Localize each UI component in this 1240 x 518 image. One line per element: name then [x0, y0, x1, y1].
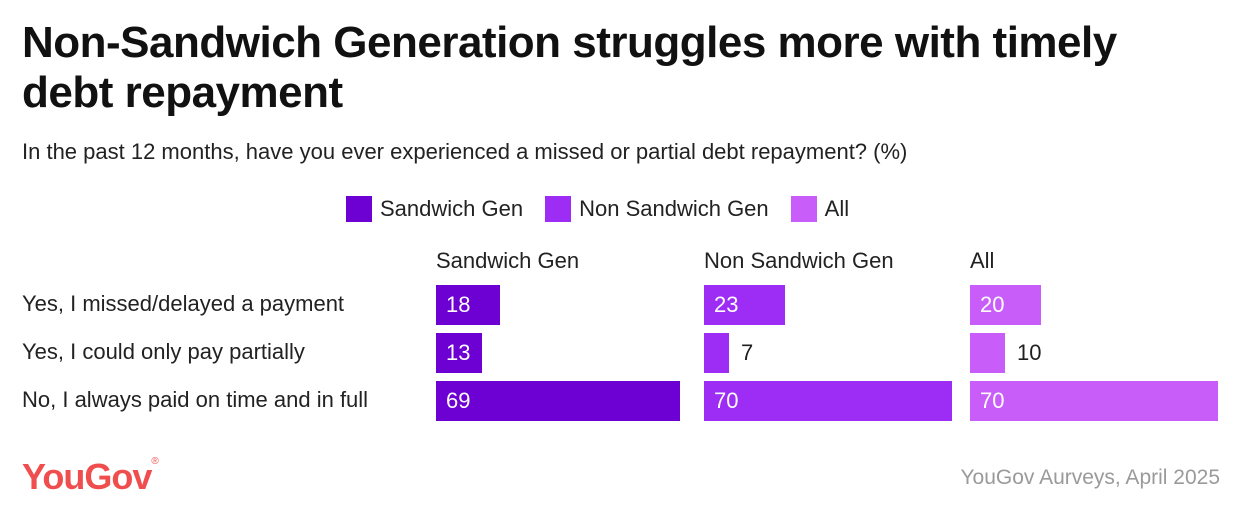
- bar: [436, 381, 680, 421]
- panel-header: Non Sandwich Gen: [704, 248, 894, 273]
- data-label: 7: [741, 340, 754, 365]
- bar: [436, 333, 482, 373]
- registered-mark: ®: [151, 456, 159, 467]
- bar: [704, 381, 952, 421]
- panel-header: Sandwich Gen: [436, 248, 580, 273]
- legend-swatch: [545, 196, 572, 222]
- legend: Sandwich Gen Non Sandwich Gen All: [346, 194, 871, 224]
- data-label: 70: [714, 388, 739, 413]
- data-label: 20: [980, 292, 1005, 317]
- legend-label: Sandwich Gen: [380, 196, 524, 221]
- data-label: 13: [446, 340, 471, 365]
- data-label: 23: [714, 292, 739, 317]
- row-label: Yes, I missed/delayed a payment: [22, 291, 345, 316]
- row-label: No, I always paid on time and in full: [22, 387, 369, 412]
- bar: [970, 285, 1041, 325]
- data-label: 70: [980, 388, 1005, 413]
- data-label: 69: [446, 388, 471, 413]
- legend-item-1: Non Sandwich Gen: [545, 196, 769, 222]
- source-note: YouGov Aurveys, April 2025: [960, 466, 1220, 489]
- panel-header: All: [970, 248, 995, 273]
- legend-label: Non Sandwich Gen: [579, 196, 769, 221]
- bar: [970, 381, 1218, 421]
- legend-item-0: Sandwich Gen: [346, 196, 523, 222]
- legend-item-2: All: [790, 196, 850, 222]
- bar: [704, 333, 729, 373]
- logo-text: YouGov: [22, 456, 152, 497]
- row-label: Yes, I could only pay partially: [22, 339, 305, 364]
- legend-swatch: [346, 196, 372, 222]
- chart-title: Non-Sandwich Generation struggles more w…: [22, 18, 1117, 117]
- chart-subtitle: In the past 12 months, have you ever exp…: [22, 139, 908, 164]
- yougov-logo: YouGov®: [22, 456, 159, 498]
- data-label: 18: [446, 292, 471, 317]
- legend-label: All: [824, 196, 850, 221]
- bar: [436, 285, 500, 325]
- data-label: 10: [1017, 340, 1042, 365]
- bar: [970, 333, 1005, 373]
- legend-swatch: [790, 196, 817, 222]
- bar: [704, 285, 785, 325]
